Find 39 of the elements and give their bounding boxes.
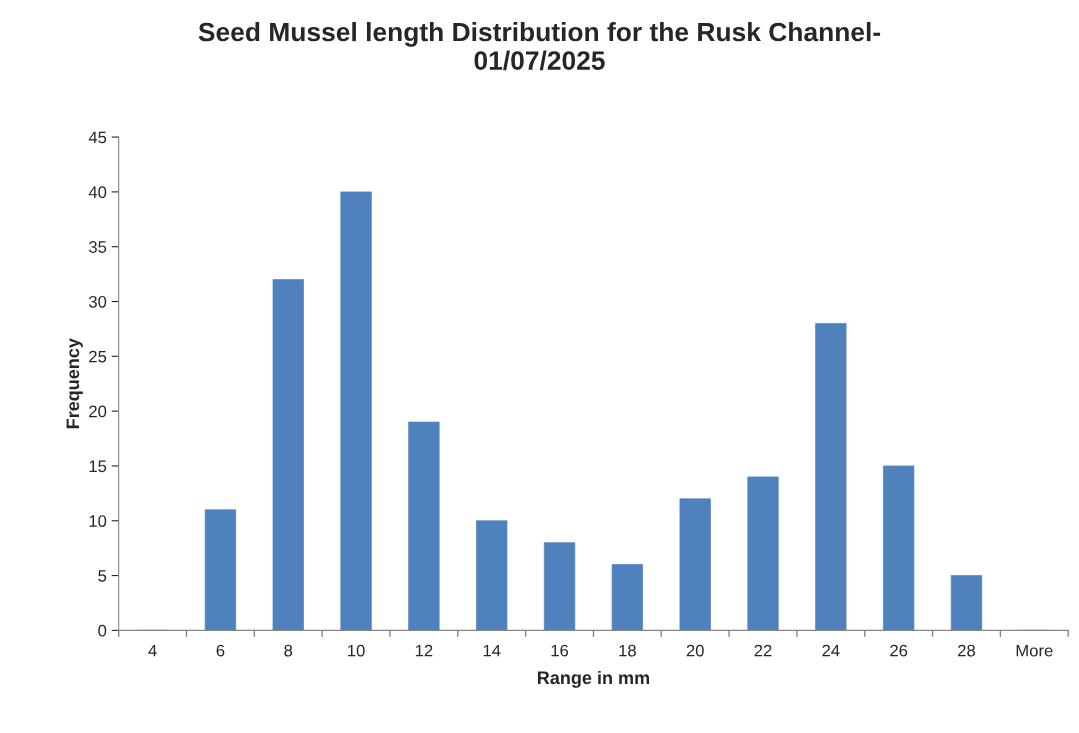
y-tick-label: 25 [89, 350, 107, 363]
x-axis-title: Range in mm [537, 670, 650, 688]
bar [543, 542, 576, 631]
x-tick-label: 16 [551, 644, 569, 657]
y-tick-label: 40 [88, 186, 107, 199]
x-tick-label: 4 [148, 644, 157, 657]
y-tick-label: 15 [89, 460, 107, 473]
bar [204, 509, 237, 631]
y-axis-title: Frequency [66, 338, 83, 429]
y-tick-label: 20 [89, 405, 107, 418]
x-tick-label: 20 [686, 644, 704, 657]
bar [679, 498, 711, 631]
y-tick-label: 35 [88, 241, 107, 253]
x-tick-label: 18 [619, 644, 636, 657]
x-tick-label: 6 [216, 644, 225, 657]
x-tick-label: More [1016, 644, 1053, 657]
bar [408, 421, 440, 631]
x-tick-label: 26 [890, 644, 908, 657]
bar [883, 465, 915, 631]
y-tick-label: 45 [88, 131, 107, 144]
bar [340, 191, 372, 631]
y-tick-label: 0 [98, 624, 107, 637]
chart-title: Seed Mussel length Distribution for the Rusk Channel- 01/07/2025 [198, 21, 881, 71]
bar [950, 575, 983, 631]
x-tick-label: 14 [483, 644, 501, 657]
x-tick-label: 10 [348, 644, 365, 657]
bar [747, 476, 779, 631]
x-tick-label: 28 [958, 644, 976, 657]
y-tick-label: 30 [88, 295, 107, 308]
x-tick-label: 24 [822, 644, 840, 657]
y-tick-label: 5 [98, 570, 107, 582]
x-tick-label: 22 [754, 644, 772, 657]
bar [476, 520, 508, 631]
y-tick-label: 10 [89, 515, 107, 527]
bar [611, 564, 643, 631]
bar [815, 323, 847, 631]
x-tick-label: 8 [284, 644, 293, 657]
x-tick-label: 12 [415, 644, 433, 657]
bar [272, 279, 304, 631]
